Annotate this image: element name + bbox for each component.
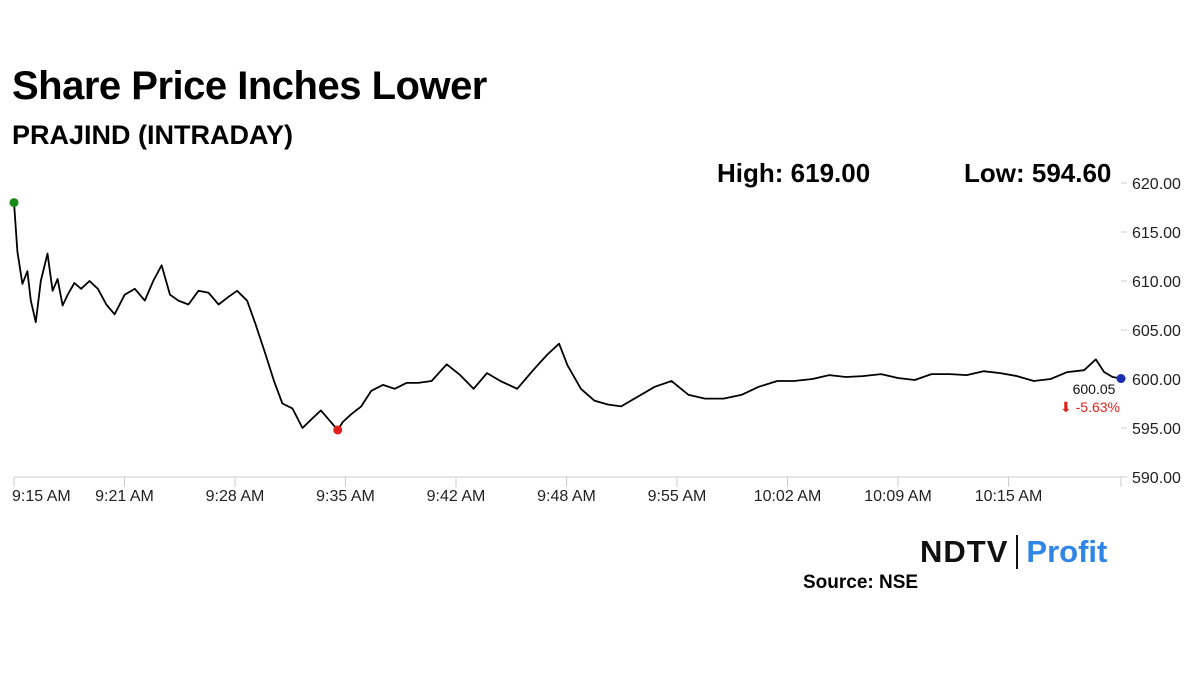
x-tick-label: 9:48 AM [537,488,596,505]
x-tick-label: 9:42 AM [427,488,486,505]
percent-change-label: ⬇ -5.63% [1060,399,1120,415]
y-tick-label: 600.00 [1132,372,1181,389]
logo-ndtv-text: NDTV [920,534,1009,569]
x-tick-label: 10:09 AM [864,488,932,505]
y-tick-label: 590.00 [1132,470,1181,487]
x-tick-label: 9:35 AM [316,488,375,505]
source-note: Source: NSE [803,572,919,593]
y-tick-label: 615.00 [1132,225,1181,242]
x-tick-label: 10:02 AM [754,488,822,505]
x-tick-label: 10:15 AM [975,488,1043,505]
high-price-label: High: 619.00 [717,158,871,188]
low-point-marker [333,425,343,435]
y-tick-label: 610.00 [1132,274,1181,291]
x-tick-label: 9:21 AM [95,488,154,505]
x-tick-label: 9:55 AM [648,488,707,505]
ndtv-profit-logo: NDTV Profit [920,532,1107,572]
x-tick-label: 9:28 AM [206,488,265,505]
price-series-line [13,202,1122,431]
y-tick-label: 595.00 [1132,421,1181,438]
y-tick-label: 620.00 [1132,176,1181,193]
y-tick-label: 605.00 [1132,323,1181,340]
last-value-label: 600.05 [1073,381,1116,397]
chart-subtitle: PRAJIND (INTRADAY) [12,120,294,150]
high-point-marker [9,198,19,208]
last-point-marker [1116,374,1126,384]
logo-divider [1016,535,1019,569]
low-price-label: Low: 594.60 [964,158,1112,188]
logo-profit-text: Profit [1026,534,1108,569]
x-tick-label: 9:15 AM [12,488,71,505]
chart-title: Share Price Inches Lower [12,64,487,108]
x-axis: 9:15 AM 9:21 AM 9:28 AM 9:35 AM 9:42 AM 9:48 … [12,476,1122,505]
y-axis: 620.00 615.00 610.00 605.00 600.00 595.00 590.… [1121,176,1181,487]
